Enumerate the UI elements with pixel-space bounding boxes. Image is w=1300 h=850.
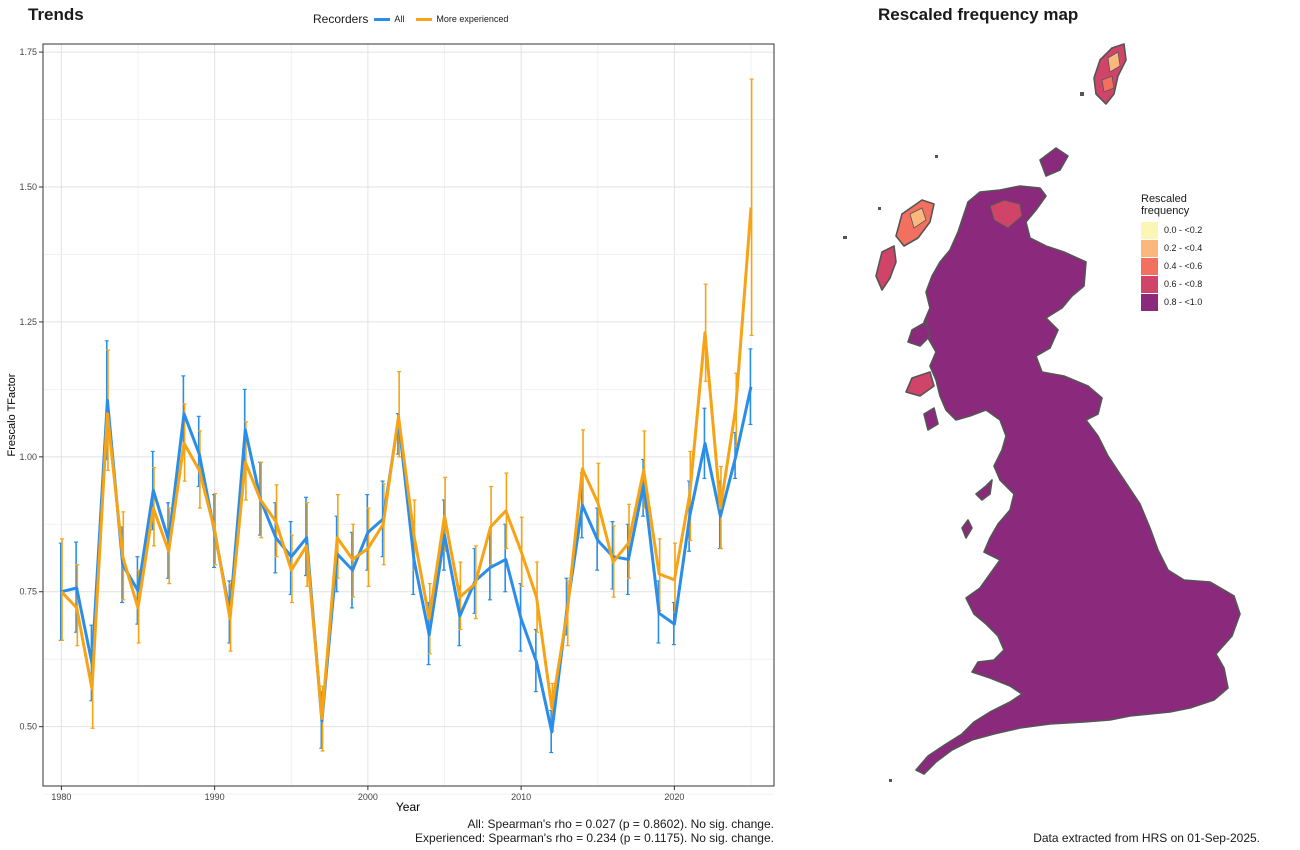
x-tick-label: 1990 [205, 792, 225, 802]
map-islet [889, 779, 892, 782]
frequency-map [843, 43, 1241, 782]
map-legend-label: 0.8 - <1.0 [1164, 297, 1203, 307]
map-legend-row: 0.2 - <0.4 [1141, 239, 1202, 257]
map-legend-label: 0.6 - <0.8 [1164, 279, 1203, 289]
series-line-experienced [60, 207, 753, 720]
map-legend: Rescaled frequency 0.0 - <0.2 0.2 - <0.4… [1141, 193, 1202, 311]
map-legend-row: 0.8 - <1.0 [1141, 293, 1202, 311]
map-shetland-patch-2 [1101, 75, 1115, 93]
trends-legend: Recorders All More experienced [313, 12, 520, 26]
x-tick-label: 2020 [664, 792, 684, 802]
x-tick-label: 2000 [358, 792, 378, 802]
x-tick-label: 2010 [511, 792, 531, 802]
map-islet [878, 207, 881, 210]
legend-label-experienced: More experienced [436, 14, 509, 24]
map-legend-label: 0.2 - <0.4 [1164, 243, 1203, 253]
y-tick-label: 1.25 [19, 317, 37, 327]
map-islay [923, 407, 939, 431]
map-legend-title-line1: Rescaled [1141, 193, 1187, 205]
map-islet [1080, 92, 1084, 96]
map-legend-key [1141, 293, 1158, 311]
y-tick-label: 1.00 [19, 452, 37, 462]
map-mainland [915, 185, 1241, 775]
map-islet [843, 236, 847, 239]
map-legend-row: 0.0 - <0.2 [1141, 221, 1202, 239]
y-tick-label: 1.75 [19, 47, 37, 57]
map-orkney [1039, 147, 1069, 177]
map-skye [907, 321, 931, 347]
stats-caption: All: Spearman's rho = 0.027 (p = 0.8602)… [415, 817, 774, 845]
map-legend-row: 0.4 - <0.6 [1141, 257, 1202, 275]
trends-title: Trends [28, 5, 84, 24]
map-legend-key [1141, 257, 1158, 275]
map-islet [935, 155, 938, 158]
map-legend-row: 0.6 - <0.8 [1141, 275, 1202, 293]
map-mull [905, 371, 935, 397]
stats-experienced: Experienced: Spearman's rho = 0.234 (p =… [415, 831, 774, 845]
y-tick-label: 1.50 [19, 182, 37, 192]
x-axis-title: Year [396, 800, 420, 814]
map-legend-title: Rescaled frequency [1141, 193, 1202, 217]
map-caithness-patch [989, 199, 1023, 229]
map-shetland [1093, 43, 1127, 105]
map-title: Rescaled frequency map [878, 5, 1079, 24]
y-axis-title: Frescalo TFactor [6, 373, 18, 456]
legend-swatch-experienced [416, 17, 433, 21]
plot-frame [42, 43, 775, 787]
y-tick-label: 0.50 [19, 722, 37, 732]
series-line-all [61, 386, 753, 734]
x-tick-label: 1980 [51, 792, 71, 802]
legend-title: Recorders [313, 12, 369, 26]
map-legend-key [1141, 239, 1158, 257]
trends-chart: 1980 1990 2000 2010 2020 0.50 0.75 1.00 1.25 1.50… [6, 43, 775, 814]
map-uist [875, 245, 897, 291]
map-shetland-patch [1107, 51, 1121, 73]
map-legend-key [1141, 221, 1158, 239]
map-isle-of-man [961, 519, 973, 539]
map-anglesey [975, 479, 993, 501]
legend-swatch-all [374, 17, 391, 21]
legend-label-all: All [394, 14, 405, 24]
map-lewis-patch [909, 207, 927, 229]
map-source-note: Data extracted from HRS on 01-Sep-2025. [1033, 831, 1260, 845]
stats-all: All: Spearman's rho = 0.027 (p = 0.8602)… [467, 817, 774, 831]
map-legend-label: 0.0 - <0.2 [1164, 225, 1203, 235]
y-tick-label: 0.75 [19, 587, 37, 597]
map-legend-title-line2: frequency [1141, 205, 1190, 217]
map-legend-label: 0.4 - <0.6 [1164, 261, 1203, 271]
map-legend-key [1141, 275, 1158, 293]
